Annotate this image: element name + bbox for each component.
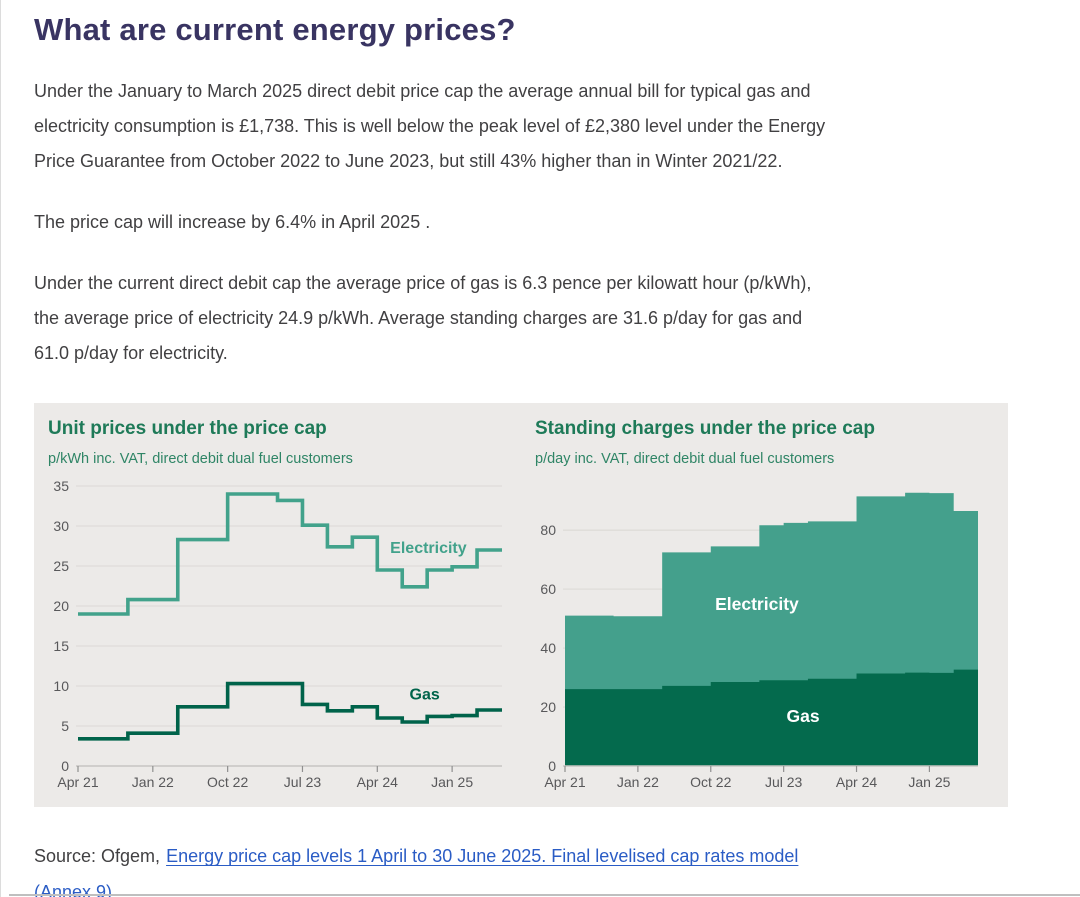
- y-tick-label: 5: [61, 718, 69, 734]
- y-tick-label: 30: [53, 518, 69, 534]
- chart-title-unit-prices: Unit prices under the price cap: [48, 418, 327, 440]
- source-link[interactable]: Energy price cap levels 1 April to 30 Ju…: [34, 846, 799, 897]
- y-tick-label: 20: [540, 699, 556, 715]
- y-tick-label: 20: [53, 598, 69, 614]
- source-text: Source: Ofgem, Energy price cap levels 1 …: [34, 838, 1044, 897]
- standing-charges-chart: Standing charges under the price cap p/d…: [521, 403, 1008, 807]
- x-tick-label: Jul 23: [284, 774, 322, 790]
- unit-prices-chart: Unit prices under the price cap p/kWh in…: [34, 403, 521, 807]
- chart-subtitle-unit-prices: p/kWh inc. VAT, direct debit dual fuel c…: [48, 451, 353, 468]
- chart-label-gas: Gas: [787, 706, 820, 726]
- electricity-line: [78, 492, 502, 617]
- standing-charges-plot: Apr 21 Jan 22 Oct 22 Jul 23 Apr 24 Jan 25 0 20 4…: [540, 493, 978, 790]
- y-tick-label: 35: [53, 478, 69, 494]
- chart-label-electricity: Electricity: [715, 594, 799, 614]
- x-tick-label: Apr 21: [57, 774, 98, 790]
- chart-title-standing-charges: Standing charges under the price cap: [535, 418, 875, 440]
- source-prefix: Source: Ofgem,: [34, 846, 161, 867]
- x-tick-label: Jan 25: [908, 774, 950, 790]
- y-tick-label: 25: [53, 558, 69, 574]
- x-tick-label: Apr 21: [544, 774, 585, 790]
- x-tick-label: Oct 22: [207, 774, 248, 790]
- gas-line: [78, 682, 502, 741]
- unit-prices-plot: Apr 21 Jan 22 Oct 22 Jul 23 Apr 24 Jan 25 0 5 10…: [53, 478, 502, 790]
- x-tick-label: Jan 22: [617, 774, 659, 790]
- x-tick-label: Oct 22: [690, 774, 731, 790]
- y-tick-label: 80: [540, 523, 556, 539]
- y-tick-label: 0: [548, 758, 556, 774]
- chart-subtitle-standing-charges: p/day inc. VAT, direct debit dual fuel c…: [535, 451, 835, 468]
- paragraph-price-cap-bill: Under the January to March 2025 direct d…: [34, 80, 826, 171]
- paragraph-unit-prices: Under the current direct debit cap the a…: [34, 273, 812, 364]
- x-tick-label: Jan 22: [132, 774, 174, 790]
- x-tick-label: Apr 24: [836, 774, 877, 790]
- paragraph-cap-increase: The price cap will increase by 6.4% in A…: [34, 211, 431, 232]
- chart-label-gas: Gas: [410, 687, 440, 704]
- x-tick-label: Apr 24: [357, 774, 398, 790]
- y-tick-label: 40: [540, 640, 556, 656]
- y-tick-label: 60: [540, 581, 556, 597]
- y-tick-label: 0: [61, 758, 69, 774]
- chart-label-electricity: Electricity: [390, 540, 467, 557]
- charts-panel: Unit prices under the price cap p/kWh in…: [34, 403, 1008, 808]
- y-tick-label: 10: [53, 678, 69, 694]
- x-tick-label: Jan 25: [431, 774, 473, 790]
- y-tick-label: 15: [53, 638, 69, 654]
- bottom-divider: [9, 894, 1080, 896]
- gas-area: [565, 669, 978, 767]
- page-title: What are current energy prices?: [34, 12, 516, 47]
- x-tick-label: Jul 23: [765, 774, 803, 790]
